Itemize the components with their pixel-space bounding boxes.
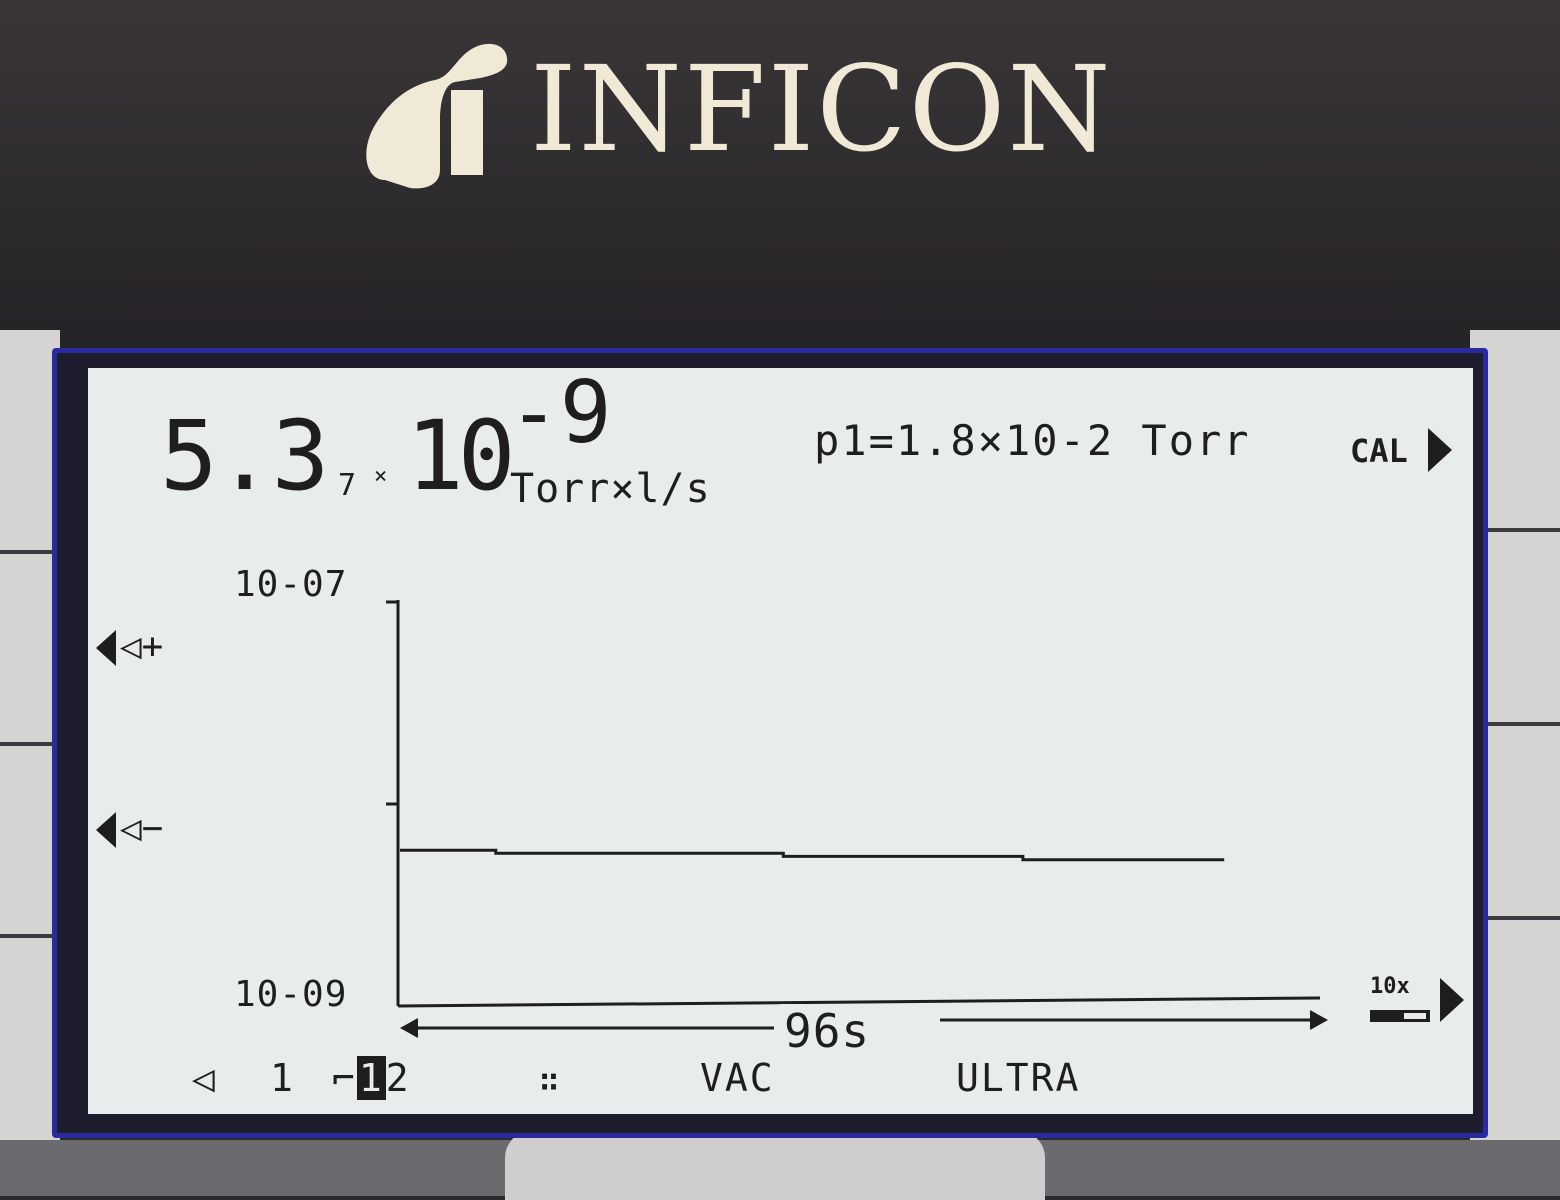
left-softkey-divider: [0, 550, 60, 554]
leak-rate-exponent: -9: [508, 363, 612, 463]
trigger-minus-label: ◁−: [120, 808, 164, 849]
volume-level: 1: [270, 1056, 295, 1100]
left-softkey-divider: [0, 934, 60, 938]
leak-rate-mantissa: 5.3: [160, 400, 329, 512]
scale-button[interactable]: 10x: [1370, 974, 1466, 1034]
y-axis-bottom-label: 10-09: [234, 974, 348, 1015]
trend-chart: [386, 600, 1328, 1038]
time-arrow-right-head: [1310, 1010, 1328, 1030]
scale-button-label: 10x: [1370, 974, 1410, 999]
trigger-plus-label: ◁+: [120, 626, 164, 667]
inficon-logo: INFICON: [355, 30, 1175, 200]
inlet-pressure-readout: p1=1.8×10-2 Torr: [814, 416, 1251, 465]
vac-status: VAC: [700, 1056, 775, 1100]
leak-rate-trend-line: [400, 848, 1225, 862]
right-arrow-icon: [1440, 978, 1464, 1022]
leak-rate-times: ×: [374, 464, 388, 489]
time-span-label: 96s: [780, 1004, 875, 1058]
channel-other: 2: [385, 1056, 411, 1100]
bottom-tab: [505, 1130, 1045, 1200]
left-softkey-panel: [0, 330, 60, 1196]
left-arrow-icon: [96, 812, 116, 848]
right-softkey-divider: [1470, 722, 1560, 726]
right-softkey-divider: [1470, 916, 1560, 920]
trigger-plus-button[interactable]: ◁+: [96, 626, 163, 667]
trigger-minus-button[interactable]: ◁−: [96, 808, 163, 849]
logo-mark-icon: [366, 43, 508, 189]
channel-prefix: ⌐: [332, 1056, 357, 1100]
leak-rate-base: 10: [406, 400, 516, 512]
cal-arrow-icon: [1428, 428, 1452, 472]
channel-indicator: ⌐12: [332, 1056, 411, 1100]
logo-text: INFICON: [530, 40, 1113, 178]
ultra-status: ULTRA: [956, 1056, 1081, 1100]
right-softkey-divider: [1470, 528, 1560, 532]
speaker-icon: ◁: [192, 1056, 217, 1100]
cal-button[interactable]: CAL: [1350, 432, 1408, 470]
mode-icon: ∷: [540, 1064, 561, 1099]
device-bezel: [0, 0, 1560, 360]
scale-bar-inner: [1404, 1013, 1426, 1019]
time-arrow-left-head: [400, 1018, 418, 1038]
lcd-screen: 5.3 7 × 10 -9 Torr×l/s p1=1.8×10-2 Torr …: [88, 368, 1473, 1114]
y-axis-top-label: 10-07: [234, 564, 348, 605]
leak-rate-unit: Torr×l/s: [510, 466, 711, 512]
channel-selected: 1: [356, 1056, 386, 1100]
left-softkey-divider: [0, 742, 60, 746]
left-arrow-icon: [96, 630, 116, 666]
leak-rate-extra-digit: 7: [338, 468, 357, 503]
x-axis-line: [397, 996, 1321, 1008]
